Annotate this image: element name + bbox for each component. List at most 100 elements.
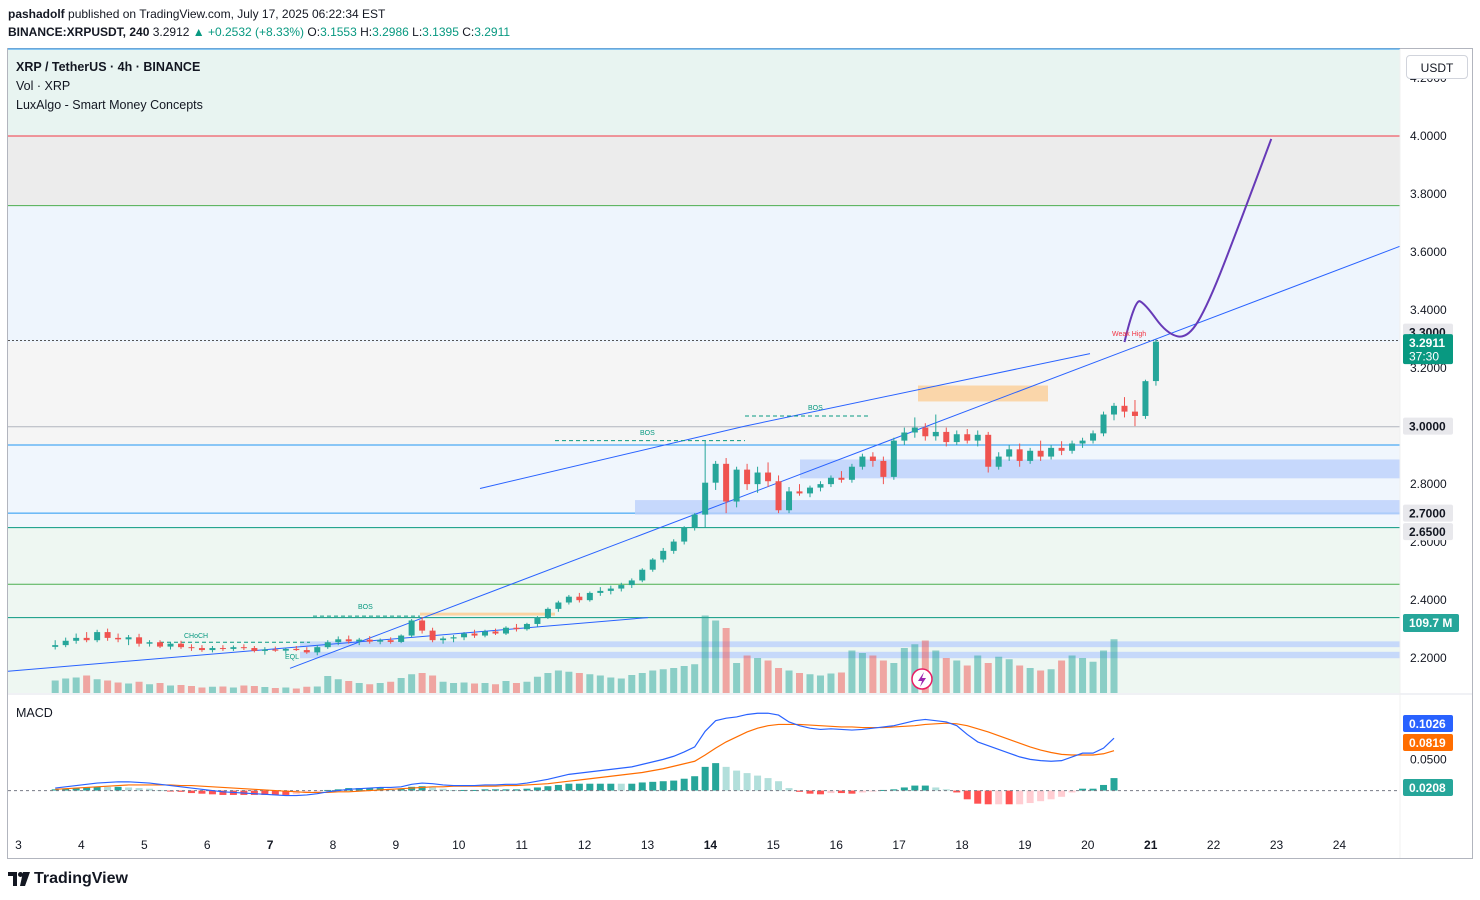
candle-body: [1006, 449, 1013, 457]
volume-bar: [1089, 661, 1097, 693]
candle-body: [848, 466, 855, 480]
macd-histogram-bar: [879, 789, 887, 791]
macd-histogram-bar: [586, 783, 594, 791]
macd-histogram-bar: [796, 790, 804, 792]
price-axis-tick: 2.4000: [1410, 593, 1447, 607]
volume-bar: [869, 655, 877, 693]
tradingview-logo[interactable]: TradingView: [8, 870, 128, 888]
macd-legend[interactable]: MACD: [16, 706, 53, 720]
candle-body: [702, 482, 709, 515]
macd-histogram-bar: [429, 787, 437, 791]
macd-histogram-bar: [261, 790, 269, 795]
candle-body: [136, 637, 143, 644]
volume-bar: [187, 686, 195, 693]
volume-bar: [816, 675, 824, 693]
volume-bar: [1047, 669, 1055, 693]
macd-histogram-bar: [355, 788, 363, 791]
candle-body: [62, 640, 69, 646]
volume-bar: [733, 663, 741, 693]
currency-unit-button[interactable]: USDT: [1406, 55, 1468, 79]
macd-histogram-bar: [135, 788, 143, 791]
bos-label-3: BOS: [358, 604, 373, 611]
candle-body: [964, 434, 971, 441]
volume-bar: [565, 671, 573, 693]
demand-zone-low1: [300, 641, 1400, 648]
macd-histogram-bar: [754, 775, 762, 791]
candle-body: [723, 463, 730, 502]
macd-value-label: 0.1026: [1409, 717, 1446, 731]
signal-value-bg: [1403, 734, 1453, 751]
macd-value-bg: [1403, 715, 1453, 732]
macd-axis-tick: 0.0500: [1410, 752, 1447, 766]
candle-body: [272, 649, 279, 651]
macd-histogram-bar: [764, 778, 772, 791]
candle-body: [869, 456, 876, 461]
price-axis-tick: 3.2000: [1410, 361, 1447, 375]
symbol-header: BINANCE:XRPUSDT, 240 3.2912 ▲ +0.2532 (+…: [8, 25, 510, 39]
candle-body: [576, 596, 583, 601]
macd-histogram-bar: [900, 787, 908, 791]
indicator-legend[interactable]: LuxAlgo - Smart Money Concepts: [16, 98, 203, 112]
macd-histogram-bar: [953, 790, 961, 793]
macd-histogram-bar: [250, 790, 258, 795]
candle-body: [83, 637, 90, 641]
macd-histogram-bar: [775, 781, 783, 791]
macd-histogram-bar: [1016, 790, 1024, 805]
candle-body: [817, 484, 824, 488]
volume-bar: [240, 685, 248, 693]
macd-histogram-bar: [1089, 788, 1097, 791]
candle-body: [943, 431, 950, 443]
high-value: 3.2986: [372, 25, 409, 39]
author-name[interactable]: pashadolf: [8, 7, 65, 21]
chart-title[interactable]: XRP / TetherUS · 4h · BINANCE: [16, 60, 201, 74]
candle-body: [691, 514, 698, 528]
macd-histogram-bar: [219, 790, 227, 795]
time-axis-tick: 11: [515, 838, 528, 852]
volume-bar: [670, 668, 678, 693]
price-axis-tick: 3.4000: [1410, 303, 1447, 317]
volume-bar: [533, 676, 541, 693]
volume-bar: [1100, 650, 1108, 693]
candle-body: [1090, 433, 1097, 441]
candle-body: [628, 580, 635, 586]
time-axis-tick: 24: [1333, 838, 1347, 852]
volume-bar: [827, 673, 835, 693]
candle-body: [188, 647, 195, 649]
price-axis-tick: 2.8000: [1410, 477, 1447, 491]
volume-bar: [879, 660, 887, 693]
volume-bar: [743, 655, 751, 693]
macd-histogram-bar: [439, 788, 447, 791]
volume-legend[interactable]: Vol · XRP: [16, 79, 71, 93]
macd-histogram-bar: [481, 789, 489, 791]
volume-bar: [775, 668, 783, 693]
volume-bar: [450, 683, 458, 693]
candle-body: [744, 469, 751, 485]
macd-histogram-bar: [1058, 790, 1066, 797]
macd-histogram-bar: [722, 766, 730, 791]
time-axis-tick: 6: [204, 838, 211, 852]
time-axis-tick: 20: [1081, 838, 1095, 852]
candle-body: [1100, 414, 1107, 434]
forecast-path: [1123, 138, 1273, 343]
macd-histogram-bar: [271, 790, 279, 795]
volume-bar: [754, 658, 762, 693]
volume-bar: [701, 615, 709, 693]
volume-bar: [471, 683, 479, 693]
candle-body: [754, 472, 761, 485]
candle-body: [429, 630, 436, 641]
volume-bar: [261, 687, 269, 693]
volume-bar: [125, 683, 133, 693]
macd-histogram-bar: [911, 785, 919, 791]
volume-bar: [408, 674, 416, 693]
candle-body: [115, 637, 122, 640]
candle-body: [408, 620, 415, 636]
candle-body: [534, 617, 541, 624]
volume-bar: [387, 681, 395, 693]
candle-body: [198, 648, 205, 651]
volume-bar: [586, 674, 594, 693]
candle-body: [502, 627, 509, 634]
volume-bar: [837, 672, 845, 693]
macd-histogram-bar: [607, 783, 615, 791]
candle-body: [1079, 440, 1086, 444]
